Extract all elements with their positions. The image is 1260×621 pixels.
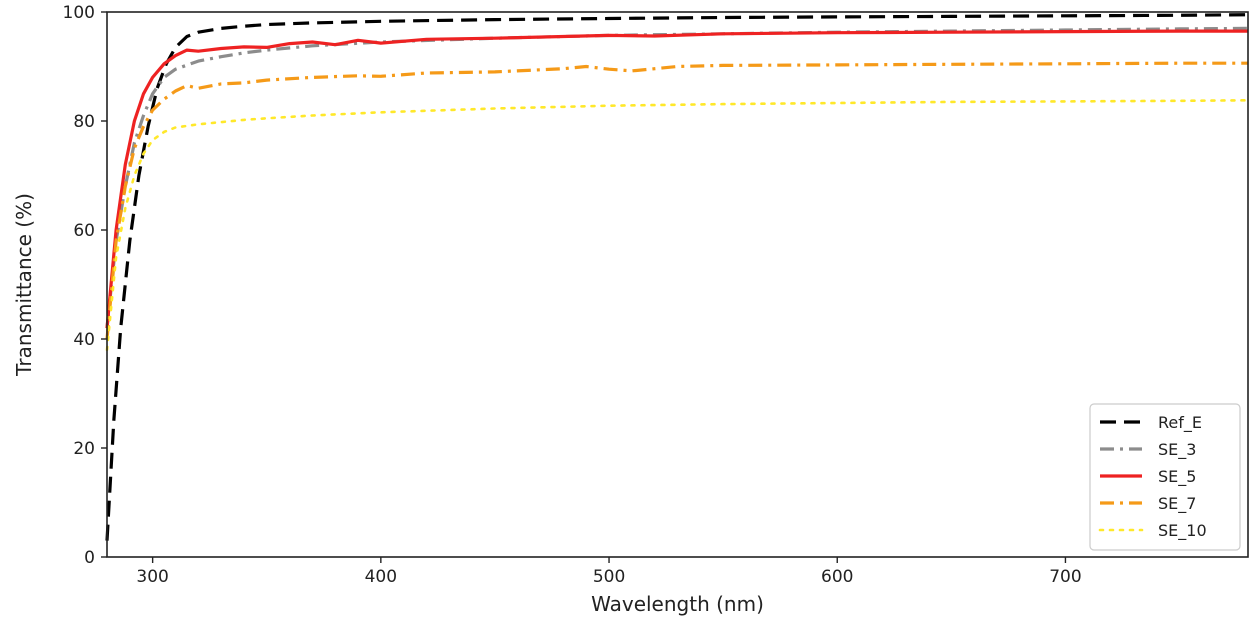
- series-line: [105, 99, 1250, 352]
- x-tick-label: 300: [136, 567, 168, 587]
- x-tick-label: 500: [593, 567, 625, 587]
- x-axis: 300 400 500 600 700: [136, 557, 1082, 587]
- legend-label: SE_7: [1158, 494, 1196, 514]
- series-line: [105, 29, 1248, 329]
- y-tick-label: 60: [73, 221, 95, 241]
- x-tick-label: 700: [1049, 567, 1081, 587]
- series-line: [105, 61, 1248, 340]
- legend-label: SE_10: [1158, 521, 1207, 541]
- legend-box: [1089, 403, 1241, 551]
- plot-area: [105, 11, 1250, 558]
- legend-label: Ref_E: [1158, 413, 1202, 433]
- y-axis-title: Transmittance (%): [12, 193, 36, 377]
- legend: Ref_E SE_3 SE_5 SE_7 SE_10: [1089, 403, 1241, 551]
- series-line: [105, 13, 1249, 541]
- plot-frame: [106, 11, 1249, 558]
- y-tick-label: 100: [63, 3, 95, 23]
- y-tick-label: 40: [73, 330, 95, 350]
- series-line: [105, 26, 1249, 329]
- y-tick-label: 80: [73, 112, 95, 132]
- y-tick-label: 20: [73, 439, 95, 459]
- x-tick-label: 600: [821, 567, 853, 587]
- y-tick-label: 0: [84, 548, 95, 568]
- legend-label: SE_3: [1158, 440, 1196, 460]
- x-tick-label: 400: [365, 567, 397, 587]
- legend-label: SE_5: [1158, 467, 1196, 487]
- x-axis-title: Wavelength (nm): [591, 592, 764, 616]
- series-layer: [105, 13, 1250, 541]
- y-axis: 0 20 40 60 80 100: [63, 3, 107, 568]
